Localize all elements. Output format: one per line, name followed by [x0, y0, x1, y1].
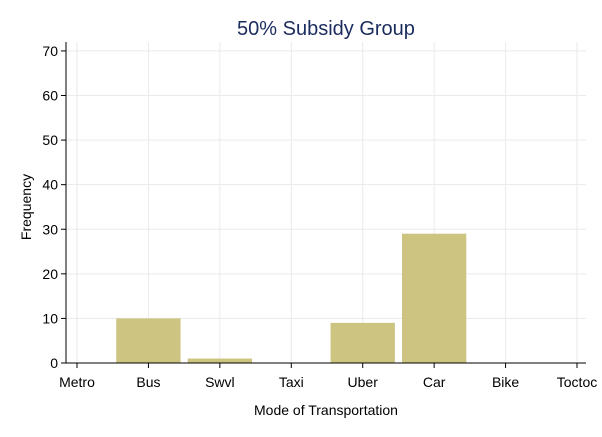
- chart-title: 50% Subsidy Group: [237, 18, 415, 40]
- x-tick-label-taxi: Taxi: [279, 374, 304, 390]
- y-tick-label: 10: [42, 310, 58, 326]
- y-tick-label: 30: [42, 221, 58, 237]
- x-tick-label-swvl: Swvl: [205, 374, 235, 390]
- bar-car: [402, 233, 467, 363]
- x-tick-label-toctoc: Toctoc: [557, 374, 597, 390]
- y-tick-label: 40: [42, 177, 58, 193]
- x-tick-label-metro: Metro: [59, 374, 95, 390]
- x-tick-label-uber: Uber: [348, 374, 379, 390]
- x-tick-label-car: Car: [423, 374, 446, 390]
- y-tick-label: 0: [50, 355, 58, 371]
- bar-uber: [330, 322, 395, 363]
- y-tick-label: 60: [42, 88, 58, 104]
- bars: [116, 233, 467, 363]
- y-tick-label: 20: [42, 266, 58, 282]
- x-tick-label-bus: Bus: [136, 374, 160, 390]
- gridlines: [66, 42, 586, 363]
- y-tick-label: 50: [42, 132, 58, 148]
- bar-swvl: [187, 358, 252, 363]
- x-axis-label: Mode of Transportation: [254, 402, 398, 418]
- y-tick-label: 70: [42, 43, 58, 59]
- x-tick-label-bike: Bike: [492, 374, 519, 390]
- axes: 0 10 20 30 40 50 60 70 Metro Bus Swvl Taxi Uber Car Bi…: [42, 42, 597, 390]
- y-axis-label: Frequency: [18, 174, 34, 240]
- bar-bus: [116, 318, 181, 363]
